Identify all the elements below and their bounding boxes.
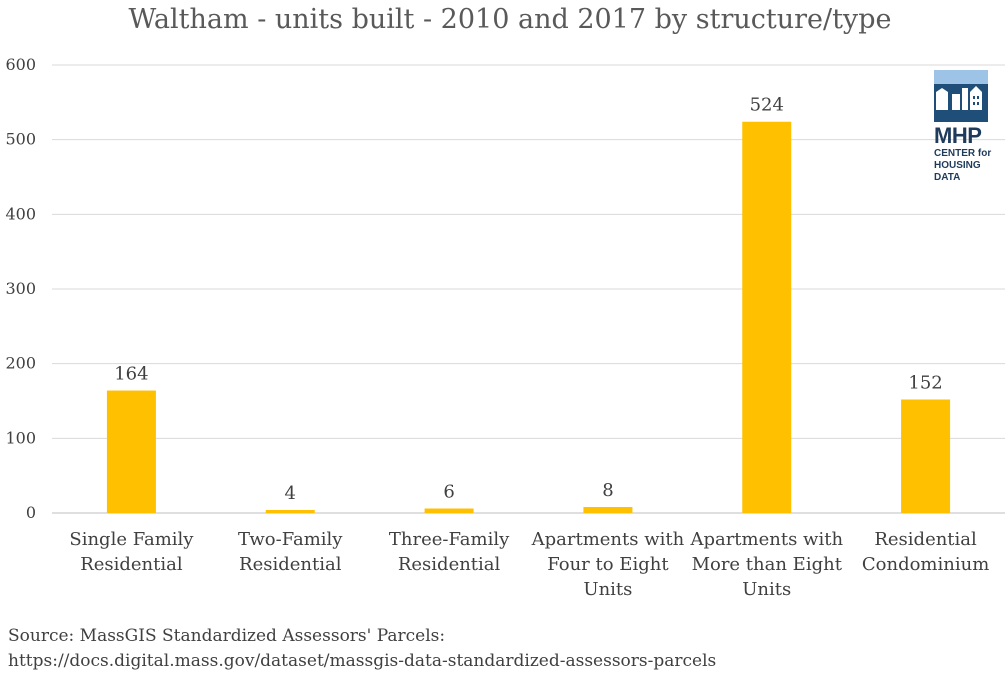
x-category-label-line: Residential bbox=[874, 529, 977, 550]
x-category-label-line: Single Family bbox=[69, 529, 194, 550]
source-line-2: https://docs.digital.mass.gov/dataset/ma… bbox=[8, 651, 717, 671]
x-category-label-line: Apartments with bbox=[689, 529, 843, 550]
chart: Waltham - units built - 2010 and 2017 by… bbox=[5, 4, 1005, 600]
x-category-label-line: Two-Family bbox=[238, 529, 343, 550]
logo-title: MHP bbox=[934, 123, 982, 148]
logo-skyline-icon bbox=[934, 70, 988, 122]
data-label: 152 bbox=[908, 373, 942, 394]
data-labels: 164 4 6 8 524 152 bbox=[114, 95, 943, 504]
y-axis-ticks: 0 100 200 300 400 500 600 bbox=[5, 55, 36, 522]
x-category-label: Single Family Residential bbox=[69, 529, 194, 575]
x-category-label-line: Units bbox=[583, 579, 632, 600]
logo-subtitle-2: HOUSING DATA bbox=[934, 160, 981, 183]
x-category-label-line: More than Eight bbox=[692, 554, 843, 575]
x-category-label-line: Apartments with bbox=[531, 529, 685, 550]
y-tick-label: 100 bbox=[5, 428, 36, 447]
x-category-label: Three-Family Residential bbox=[389, 529, 510, 575]
x-category-label: Two-Family Residential bbox=[238, 529, 343, 575]
data-label: 8 bbox=[602, 480, 613, 501]
bar bbox=[106, 390, 156, 513]
x-category-label-line: Residential bbox=[80, 554, 183, 575]
bar bbox=[424, 508, 474, 513]
data-label: 6 bbox=[443, 482, 454, 503]
bars bbox=[106, 121, 951, 513]
bar bbox=[901, 399, 951, 513]
x-category-label: Residential Condominium bbox=[862, 529, 989, 575]
data-label: 524 bbox=[750, 95, 784, 116]
chart-title: Waltham - units built - 2010 and 2017 by… bbox=[129, 4, 892, 35]
x-category-label-line: Condominium bbox=[862, 554, 989, 575]
y-tick-label: 300 bbox=[5, 279, 36, 298]
logo-subtitle-1: CENTER for bbox=[934, 148, 992, 159]
data-label: 164 bbox=[114, 364, 148, 385]
data-label: 4 bbox=[285, 483, 296, 504]
bar bbox=[265, 510, 315, 513]
y-tick-label: 200 bbox=[5, 354, 36, 373]
bar bbox=[583, 507, 633, 513]
bar bbox=[742, 121, 792, 513]
y-tick-label: 400 bbox=[5, 204, 36, 223]
gridlines bbox=[52, 64, 1005, 514]
y-tick-label: 600 bbox=[5, 55, 36, 74]
mhp-logo: MHP CENTER for HOUSING DATA bbox=[934, 70, 996, 184]
x-category-label-line: Units bbox=[742, 579, 791, 600]
source-line-1: Source: MassGIS Standardized Assessors' … bbox=[8, 626, 446, 646]
x-category-label: Apartments with Four to Eight Units bbox=[531, 529, 685, 600]
x-category-label-line: Residential bbox=[398, 554, 501, 575]
x-axis-categories: Single Family Residential Two-Family Reside… bbox=[69, 529, 989, 600]
x-category-label-line: Three-Family bbox=[389, 529, 510, 550]
x-category-label-line: Four to Eight bbox=[547, 554, 669, 575]
y-tick-label: 500 bbox=[5, 130, 36, 149]
x-category-label: Apartments with More than Eight Units bbox=[689, 529, 843, 600]
x-category-label-line: Residential bbox=[239, 554, 342, 575]
source-note: Source: MassGIS Standardized Assessors' … bbox=[8, 624, 716, 674]
y-tick-label: 0 bbox=[26, 503, 36, 522]
